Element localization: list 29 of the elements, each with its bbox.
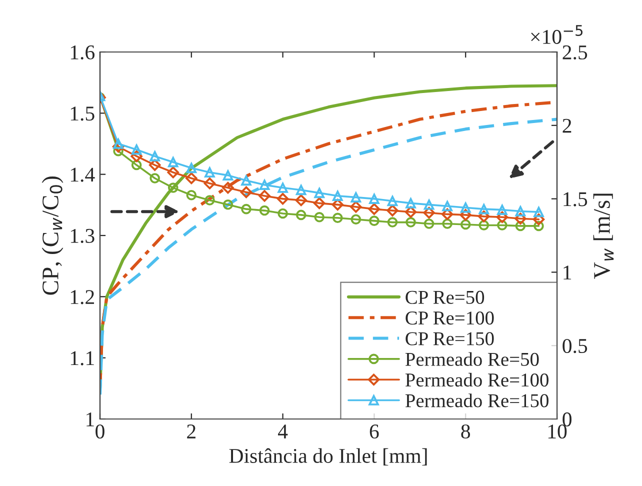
- y2-tick-label: 1.5: [564, 192, 588, 206]
- y2-tick-label: 0: [562, 412, 572, 426]
- x-tick-label: 4: [278, 424, 288, 438]
- y-tick-label: 1.4: [70, 168, 95, 182]
- legend-label: Permeado Re=50: [405, 352, 539, 366]
- legend-label: CP Re=50: [406, 290, 484, 304]
- x-tick-label: 6: [370, 424, 379, 439]
- x-tick-label: 10: [548, 424, 567, 439]
- text: ×10$^{−5}$: [531, 25, 583, 44]
- x-tick-label: 8: [461, 424, 470, 439]
- y-tick-label: 1.6: [70, 45, 95, 60]
- y2-tick-label: 2.5: [562, 45, 588, 60]
- x-axis-title: Distância do Inlet [mm]: [229, 448, 427, 466]
- x-tick-label: 2: [187, 424, 196, 438]
- legend-label: Permeado Re=150: [405, 394, 548, 408]
- legend-label: CP Re=150: [406, 332, 494, 346]
- y-tick-label: 1: [86, 412, 94, 426]
- y2-tick-label: 2: [562, 118, 572, 133]
- y2-axis-title: V$_{w}$ [m/s]: [593, 194, 614, 279]
- x-tick-label: 0: [96, 424, 104, 439]
- y-tick-label: 1.2: [70, 290, 94, 304]
- legend-label: CP Re=100: [406, 311, 494, 325]
- y-tick-label: 1.1: [70, 351, 94, 366]
- y-axis-title: CP, (C$_{w}$/C$_{0}$): [42, 176, 64, 295]
- y2-tick-label: 1: [564, 266, 572, 280]
- y-tick-label: 1.5: [70, 106, 94, 121]
- y-tick-label: 1.3: [70, 228, 94, 244]
- legend-label: Permeado Re=100: [405, 372, 548, 387]
- y2-tick-label: 0.5: [562, 338, 588, 354]
